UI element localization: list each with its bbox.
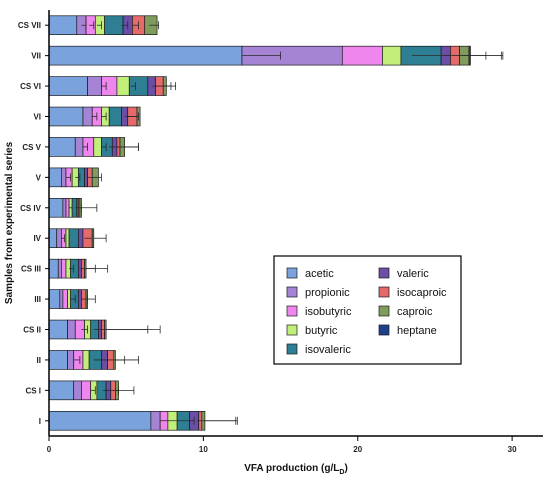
y-tick-label: III <box>34 295 41 304</box>
bar-segment-acetic <box>48 380 75 401</box>
bar-segment-isobutyric <box>65 198 70 218</box>
bar-segment-propionic <box>60 167 67 188</box>
bar-segment-acetic <box>48 411 152 431</box>
y-tick-label: I <box>39 417 41 426</box>
y-tick-label: CS I <box>25 386 41 395</box>
legend-label-caproic: caproic <box>397 306 433 318</box>
bar-segment-propionic <box>73 380 82 401</box>
bar-segment-butyric <box>116 76 130 96</box>
y-tick-label: CS III <box>21 265 41 274</box>
bar-segment-butyric <box>67 289 71 309</box>
bar-segment-acetic <box>48 45 243 66</box>
bars-layer <box>48 15 471 431</box>
bar-segment-butyric <box>93 137 102 157</box>
legend-label-valeric: valeric <box>397 268 429 280</box>
bar-segment-valeric <box>84 167 88 188</box>
bar-segment-acetic <box>48 137 76 157</box>
y-tick-label: V <box>36 173 42 182</box>
y-tick-label: CS V <box>22 143 41 152</box>
legend-swatch-butyric <box>286 324 298 336</box>
error-bars-layer <box>61 21 504 425</box>
bar-segment-propionic <box>56 228 62 248</box>
legend-label-isocaproic: isocaproic <box>397 287 447 299</box>
x-tick-label: 0 <box>47 445 52 454</box>
legend-swatch-caproic <box>378 305 390 317</box>
bar-segment-acetic <box>48 15 78 35</box>
legend-label-acetic: acetic <box>305 268 334 280</box>
bar-segment-propionic <box>57 258 62 279</box>
y-tick-label: CS II <box>23 326 41 335</box>
bar-segment-butyric <box>382 45 402 66</box>
bar-segment-isovaleric <box>108 106 122 127</box>
bar-segment-propionic <box>74 137 84 157</box>
bar-segment-acetic <box>48 350 68 370</box>
bar-segment-butyric <box>82 350 90 370</box>
y-tick-label: IV <box>33 234 41 243</box>
bar-segment-acetic <box>48 228 58 248</box>
bar-segment-propionic <box>67 350 75 370</box>
y-axis-title: Samples from experimental series <box>4 141 15 304</box>
y-tick-label: II <box>37 356 41 365</box>
x-tick-label: 20 <box>353 445 362 454</box>
bar-segment-isovaleric <box>68 228 79 248</box>
legend-label-isobutyric: isobutyric <box>305 306 352 318</box>
legend-swatch-isovaleric <box>286 343 298 355</box>
bar-segment-acetic <box>48 319 68 340</box>
bar-segment-propionic <box>82 106 93 127</box>
legend-label-isovaleric: isovaleric <box>305 344 351 356</box>
bar-segment-butyric <box>65 228 70 248</box>
y-tick-label: VII <box>31 52 41 61</box>
bar-segment-acetic <box>48 167 62 188</box>
x-axis-title: VFA production (g/LD) <box>244 463 348 476</box>
legend-label-propionic: propionic <box>305 287 350 299</box>
bar-segment-isobutyric <box>60 258 67 279</box>
y-tick-label: CS IV <box>20 204 42 213</box>
legend-box <box>273 255 462 365</box>
legend-label-heptane: heptane <box>397 325 437 337</box>
bar-segment-propionic <box>59 289 64 309</box>
bar-segment-isobutyric <box>62 289 68 309</box>
bar-segment-propionic <box>150 411 161 431</box>
y-tick-label: CS VII <box>18 21 41 30</box>
legend-swatch-heptane <box>378 324 390 336</box>
bar-segment-propionic <box>62 198 67 218</box>
bar-segment-isobutyric <box>341 45 383 66</box>
bar-segment-valeric <box>77 289 82 309</box>
bar-segment-valeric <box>77 228 84 248</box>
legend-swatch-valeric <box>378 267 390 279</box>
bar-segment-acetic <box>48 76 88 96</box>
bar-segment-acetic <box>48 106 84 127</box>
legend-swatch-isobutyric <box>286 305 298 317</box>
bar-segment-isovaleric <box>104 15 124 35</box>
x-tick-label: 10 <box>199 445 208 454</box>
x-tick-label: 30 <box>508 445 517 454</box>
x-ticks-layer: 0 10 20 30 <box>47 436 517 454</box>
legend-swatch-propionic <box>286 286 298 298</box>
bar-segment-propionic <box>67 319 76 340</box>
legend: acetic propionic isobutyric butyric isovaler… <box>273 255 462 365</box>
bar-segment-acetic <box>48 258 59 279</box>
bar-segment-acetic <box>48 289 61 309</box>
y-tick-label: CS VI <box>20 82 41 91</box>
legend-swatch-isocaproic <box>378 286 390 298</box>
bar-segment-propionic <box>87 76 102 96</box>
y-tick-label: VI <box>33 113 41 122</box>
legend-label-butyric: butyric <box>305 325 338 337</box>
bar-segment-isobutyric <box>81 380 92 401</box>
bar-segment-acetic <box>48 198 64 218</box>
legend-swatch-acetic <box>286 267 298 279</box>
